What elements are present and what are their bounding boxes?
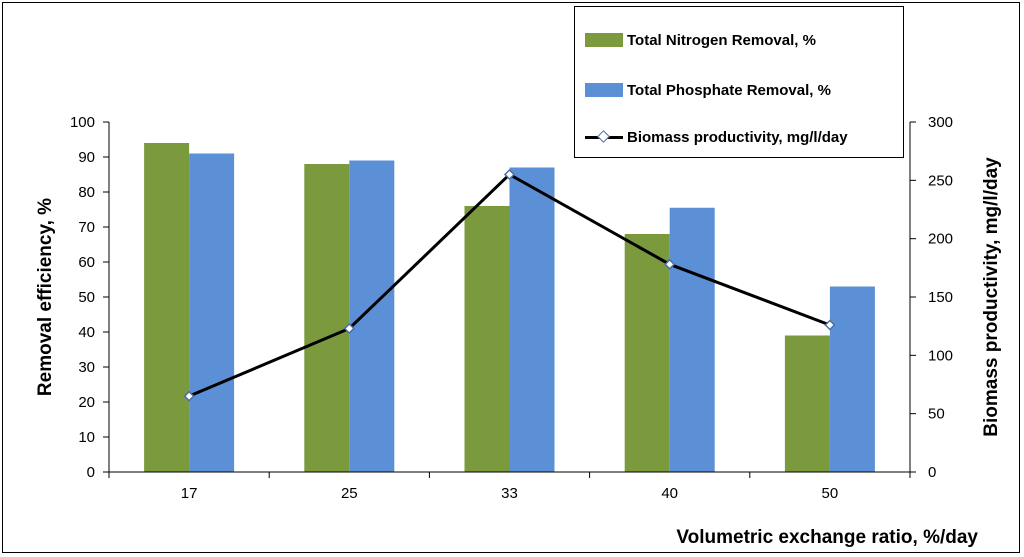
bar-nitrogen-25	[304, 164, 350, 472]
legend-item-nitrogen: Total Nitrogen Removal, %	[585, 30, 816, 50]
x-tick-label: 17	[181, 485, 198, 502]
x-tick-label: 33	[501, 485, 518, 502]
y-tick-label: 20	[78, 394, 95, 411]
y2-tick-label: 150	[928, 289, 953, 306]
bar-nitrogen-33	[464, 206, 510, 472]
bar-nitrogen-17	[144, 143, 190, 472]
y2-tick-label: 100	[928, 347, 953, 364]
bar-phosphate-17	[189, 153, 235, 472]
axes-layer: 0 10 20 30 40 50 60 70 80 90 100 0 50 100 150 200 250 300…	[70, 114, 953, 502]
bars-layer	[144, 143, 875, 472]
bar-phosphate-25	[349, 160, 395, 472]
legend: Total Nitrogen Removal, % Total Phosphat…	[574, 6, 904, 158]
biomass-point-40	[664, 258, 676, 270]
legend-label-nitrogen: Total Nitrogen Removal, %	[627, 31, 816, 49]
biomass-point-50	[824, 319, 836, 331]
y-tick-label: 100	[70, 114, 95, 131]
x-tick-label: 25	[341, 485, 358, 502]
y2-tick-label: 50	[928, 406, 945, 423]
x-axis-title: Volumetric exchange ratio, %/day	[676, 527, 978, 548]
y-tick-label: 70	[78, 219, 95, 236]
bar-phosphate-40	[669, 207, 715, 472]
x-tick-label: 40	[661, 485, 678, 502]
legend-swatch-nitrogen	[585, 33, 623, 47]
legend-label-biomass: Biomass productivity, mg/l/day	[627, 128, 848, 146]
bar-phosphate-50	[829, 286, 875, 472]
y2-axis-title: Biomass productivity, mg/l/day	[981, 157, 1002, 437]
biomass-point-25	[343, 322, 355, 335]
y-tick-label: 30	[78, 359, 95, 376]
biomass-point-17	[183, 390, 195, 402]
y-tick-label: 60	[78, 254, 95, 271]
y-tick-label: 10	[78, 429, 95, 446]
legend-marker-biomass	[585, 130, 623, 144]
y2-tick-label: 300	[928, 114, 953, 131]
y-tick-label: 0	[87, 464, 95, 481]
legend-swatch-phosphate	[585, 83, 623, 97]
y-axis-title: Removal efficiency, %	[35, 198, 56, 396]
legend-item-phosphate: Total Phosphate Removal, %	[585, 80, 831, 100]
y2-tick-label: 0	[928, 464, 936, 481]
bar-nitrogen-40	[624, 234, 670, 472]
y-tick-label: 80	[78, 184, 95, 201]
y-tick-label: 40	[78, 324, 95, 341]
y2-tick-label: 200	[928, 231, 953, 248]
y-tick-label: 90	[78, 149, 95, 166]
x-tick-label: 50	[822, 485, 839, 502]
legend-label-phosphate: Total Phosphate Removal, %	[627, 81, 831, 99]
bar-nitrogen-50	[784, 335, 830, 472]
legend-item-biomass: Biomass productivity, mg/l/day	[585, 127, 848, 147]
y-tick-label: 50	[78, 289, 95, 306]
biomass-point-33	[503, 168, 516, 181]
line-layer	[183, 168, 836, 402]
y2-tick-label: 250	[928, 172, 953, 189]
bar-phosphate-33	[509, 167, 555, 472]
